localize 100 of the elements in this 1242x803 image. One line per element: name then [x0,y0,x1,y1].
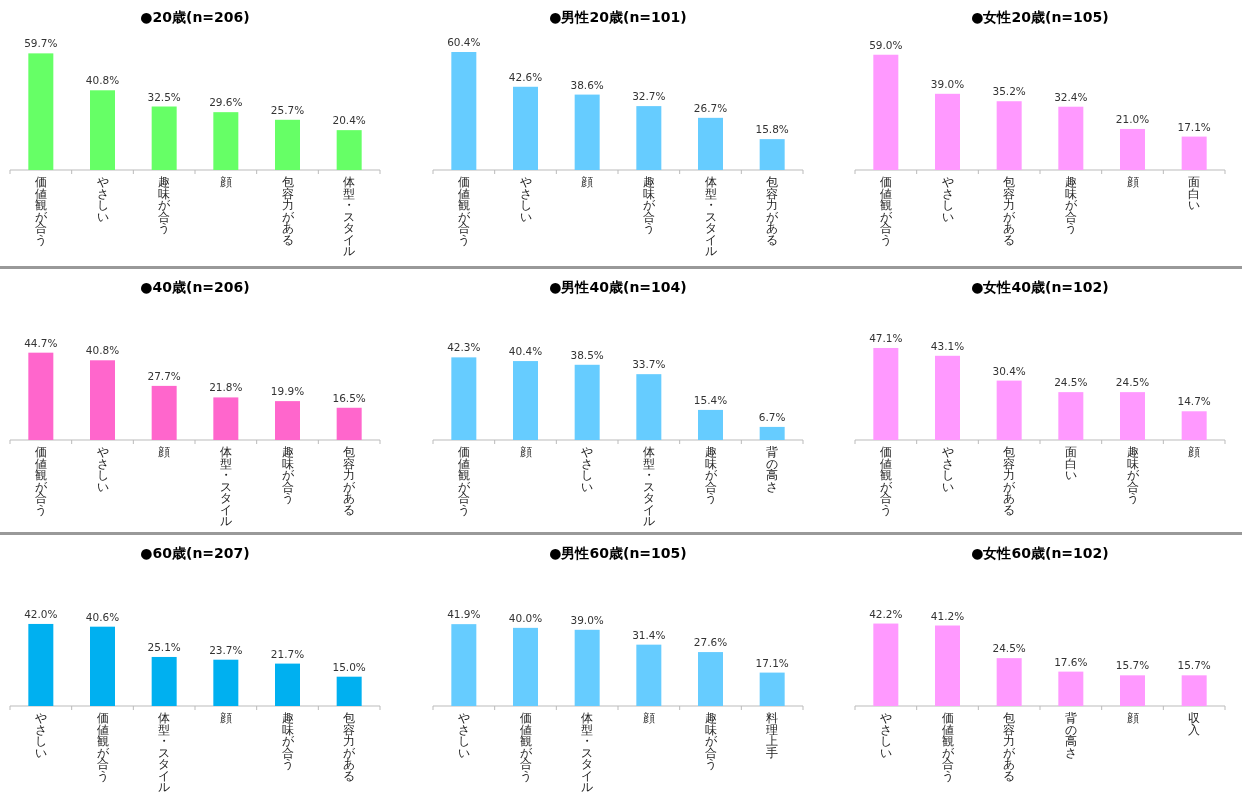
data-label: 19.9% [270,385,305,398]
data-label: 47.1% [869,331,903,344]
bar [151,656,177,706]
data-label: 32.7% [632,90,666,103]
bar [996,658,1022,706]
data-label: 30.4% [992,364,1026,377]
bar [1120,675,1145,706]
bar [336,130,362,170]
bar [336,407,362,440]
data-label: 21.8% [209,381,243,394]
bar [935,625,960,706]
x-tick-label: やさしい [457,711,470,760]
chart-title: ●男性20歳(n=101) [549,9,687,25]
bar [513,361,538,440]
data-label: 42.3% [447,341,481,354]
data-label: 33.7% [632,358,666,371]
bar [935,93,960,170]
bar [873,623,899,706]
bar [28,53,54,170]
bar [336,676,362,706]
chart-title: ●女性40歳(n=102) [971,279,1109,295]
bar [451,52,477,170]
data-label: 15.7% [1115,659,1150,672]
bar [513,627,538,706]
x-tick-label: 包容力がある [343,445,357,517]
x-tick-label: やさしい [96,175,109,224]
bar [1181,411,1207,440]
bar [935,355,960,440]
x-tick-label: 顔 [158,445,171,459]
x-tick-label: 価値観が合う [34,445,48,517]
x-tick-label: 趣味が合う [1064,175,1078,235]
bar [275,119,300,170]
x-tick-label: 価値観が合う [519,711,533,783]
x-tick-label: 顔 [1126,175,1139,189]
bar [213,397,239,440]
bar [636,374,662,440]
data-label: 24.5% [992,642,1026,655]
data-label: 32.5% [147,90,181,103]
x-tick-label: 価値観が合う [96,711,110,783]
data-label: 25.1% [147,640,181,653]
data-label: 6.7% [758,410,786,423]
data-label: 40.8% [85,74,120,87]
x-tick-label: 価値観が合う [457,445,471,517]
bar [451,357,477,440]
x-tick-label: 趣味が合う [642,175,656,235]
bar [28,623,54,706]
bar [213,112,239,170]
x-tick-label: 体型・スタイル [642,445,655,528]
data-label: 40.0% [508,611,543,624]
data-label: 17.1% [1177,120,1211,133]
chart-title: ●60歳(n=207) [140,545,250,561]
chart-title: ●女性60歳(n=102) [971,545,1109,561]
x-tick-label: 体型・スタイル [343,175,356,258]
data-label: 42.2% [869,607,903,620]
data-label: 20.4% [332,114,366,127]
data-label: 24.5% [1115,376,1150,389]
data-label: 14.7% [1177,395,1211,408]
bar [759,139,785,170]
x-tick-label: 趣味が合う [704,445,718,505]
data-label: 39.0% [570,613,604,626]
data-label: 16.5% [332,391,366,404]
bar [873,54,899,170]
bar [90,90,115,170]
x-tick-label: 体型・スタイル [704,175,717,258]
x-tick-label: 包容力がある [281,175,295,247]
bar [873,347,899,440]
x-tick-label: 包容力がある [1003,445,1017,517]
data-label: 41.2% [930,609,965,622]
bar [574,94,600,170]
data-label: 26.7% [693,101,728,114]
bar [759,426,785,440]
bar [1181,675,1207,706]
data-label: 41.9% [447,608,481,621]
x-tick-label: 趣味が合う [158,175,172,235]
bar [698,652,723,706]
bar [151,385,177,440]
data-label: 59.0% [869,38,903,51]
bar [636,106,662,170]
x-tick-label: 包容力がある [1003,711,1017,783]
x-tick-label: 包容力がある [343,711,357,783]
data-label: 15.7% [1177,659,1211,672]
data-label: 39.0% [930,77,965,90]
bar [28,352,54,440]
data-label: 17.1% [755,656,789,669]
x-tick-label: 価値観が合う [879,445,893,517]
x-tick-label: 顔 [219,711,232,725]
bar [636,644,662,706]
data-label: 15.0% [332,660,366,673]
bar [759,672,785,706]
x-tick-label: 料理上手 [766,711,779,760]
bar [698,117,723,170]
x-tick-label: 価値観が合う [34,175,48,247]
bar [698,409,723,440]
x-tick-label: 価値観が合う [879,175,893,247]
data-label: 15.8% [755,123,789,136]
data-label: 42.6% [508,70,543,83]
bar [1058,671,1084,706]
x-tick-label: 包容力がある [766,175,780,247]
bar [1058,392,1084,440]
x-tick-label: 趣味が合う [1126,445,1140,505]
